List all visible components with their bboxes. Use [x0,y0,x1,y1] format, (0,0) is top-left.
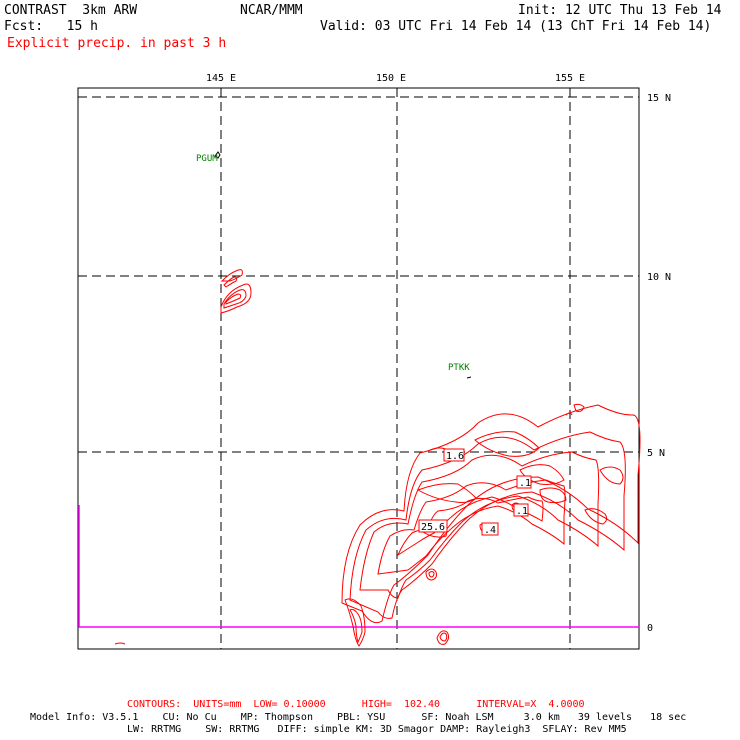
center-name: NCAR/MMM [240,3,303,18]
contour-label-3: .1 [516,506,528,517]
lat-lon-grid [78,88,639,649]
model-title: CONTRAST 3km ARW [4,3,138,18]
field-title: Explicit precip. in past 3 h [7,36,227,51]
guam-island [214,151,221,159]
lon-label-145: 145 E [206,73,236,84]
contour-label-5: .4 [484,525,496,536]
contours-info: CONTOURS: UNITS=mm LOW= 0.10000 HIGH= 10… [127,699,585,710]
precip-contours [114,269,641,647]
lon-label-150: 150 E [376,73,406,84]
lat-label-10: 10 N [647,272,671,283]
chuuk-island [466,376,472,379]
model-info-line-2: LW: RRTMG SW: RRTMG DIFF: simple KM: 3D … [127,724,627,735]
contour-label-1: 1.6 [446,451,464,462]
lat-label-15: 15 N [647,93,671,104]
lon-label-155: 155 E [555,73,585,84]
init-time: Init: 12 UTC Thu 13 Feb 14 [518,3,722,18]
valid-time: Valid: 03 UTC Fri 14 Feb 14 (13 ChT Fri … [320,19,712,34]
contour-label-2: .1 [519,478,531,489]
islands [214,96,472,379]
contour-label-4: 25.6 [421,522,445,533]
model-info-line-1: Model Info: V3.5.1 CU: No Cu MP: Thompso… [30,712,687,723]
station-ptkk: PTKK [448,363,470,373]
lat-label-0: 0 [647,623,653,634]
station-pgum: PGUM [196,154,218,164]
lat-label-5: 5 N [647,448,665,459]
domain-boundary [78,505,639,628]
map-frame [77,87,640,650]
forecast-hour: Fcst: 15 h [4,19,98,34]
